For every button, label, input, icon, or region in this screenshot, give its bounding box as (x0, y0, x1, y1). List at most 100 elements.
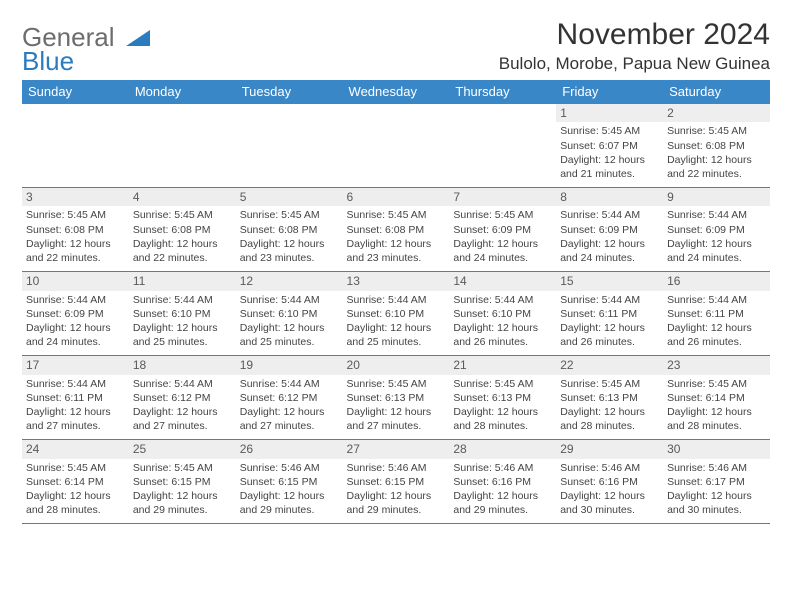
daylight-line: Daylight: 12 hours and 27 minutes. (133, 405, 232, 433)
daylight-line: Daylight: 12 hours and 25 minutes. (133, 321, 232, 349)
calendar-table: Sunday Monday Tuesday Wednesday Thursday… (22, 80, 770, 524)
day-number: 22 (556, 356, 663, 374)
day-cell: 23Sunrise: 5:45 AMSunset: 6:14 PMDayligh… (663, 356, 770, 440)
day-number: 26 (236, 440, 343, 458)
daylight-line: Daylight: 12 hours and 28 minutes. (560, 405, 659, 433)
sunset-line: Sunset: 6:17 PM (667, 475, 766, 489)
day-number: 19 (236, 356, 343, 374)
brand-logo: General Blue (22, 24, 152, 74)
weekday-header: Saturday (663, 80, 770, 104)
week-row: 24Sunrise: 5:45 AMSunset: 6:14 PMDayligh… (22, 440, 770, 524)
daylight-line: Daylight: 12 hours and 22 minutes. (667, 153, 766, 181)
day-cell: 24Sunrise: 5:45 AMSunset: 6:14 PMDayligh… (22, 440, 129, 524)
weekday-header: Wednesday (343, 80, 450, 104)
sunrise-line: Sunrise: 5:44 AM (560, 208, 659, 222)
location-line: Bulolo, Morobe, Papua New Guinea (499, 54, 770, 74)
daylight-line: Daylight: 12 hours and 24 minutes. (453, 237, 552, 265)
day-body: Sunrise: 5:44 AMSunset: 6:09 PMDaylight:… (663, 206, 770, 271)
sunset-line: Sunset: 6:11 PM (667, 307, 766, 321)
day-cell: 5Sunrise: 5:45 AMSunset: 6:08 PMDaylight… (236, 188, 343, 272)
day-number: 27 (343, 440, 450, 458)
day-cell: 2Sunrise: 5:45 AMSunset: 6:08 PMDaylight… (663, 104, 770, 188)
daylight-line: Daylight: 12 hours and 28 minutes. (26, 489, 125, 517)
sunset-line: Sunset: 6:08 PM (133, 223, 232, 237)
day-number: 4 (129, 188, 236, 206)
sunrise-line: Sunrise: 5:45 AM (240, 208, 339, 222)
sunset-line: Sunset: 6:10 PM (347, 307, 446, 321)
day-cell: 7Sunrise: 5:45 AMSunset: 6:09 PMDaylight… (449, 188, 556, 272)
header: General Blue November 2024 Bulolo, Morob… (22, 18, 770, 74)
daylight-line: Daylight: 12 hours and 27 minutes. (240, 405, 339, 433)
sunset-line: Sunset: 6:09 PM (667, 223, 766, 237)
sunset-line: Sunset: 6:09 PM (560, 223, 659, 237)
day-cell: 25Sunrise: 5:45 AMSunset: 6:15 PMDayligh… (129, 440, 236, 524)
sunset-line: Sunset: 6:08 PM (347, 223, 446, 237)
sunset-line: Sunset: 6:13 PM (453, 391, 552, 405)
day-number: 15 (556, 272, 663, 290)
brand-text: General Blue (22, 24, 152, 74)
sunrise-line: Sunrise: 5:44 AM (133, 377, 232, 391)
day-body: Sunrise: 5:44 AMSunset: 6:11 PMDaylight:… (663, 291, 770, 356)
sunrise-line: Sunrise: 5:46 AM (240, 461, 339, 475)
day-number: 1 (556, 104, 663, 122)
day-number: 30 (663, 440, 770, 458)
sunset-line: Sunset: 6:14 PM (26, 475, 125, 489)
sunrise-line: Sunrise: 5:45 AM (26, 208, 125, 222)
day-number: 20 (343, 356, 450, 374)
sunset-line: Sunset: 6:08 PM (26, 223, 125, 237)
sunrise-line: Sunrise: 5:45 AM (347, 208, 446, 222)
day-number: 14 (449, 272, 556, 290)
day-number: 8 (556, 188, 663, 206)
day-body: Sunrise: 5:44 AMSunset: 6:12 PMDaylight:… (236, 375, 343, 440)
weekday-header: Thursday (449, 80, 556, 104)
weekday-header: Tuesday (236, 80, 343, 104)
day-body: Sunrise: 5:46 AMSunset: 6:16 PMDaylight:… (556, 459, 663, 524)
sunrise-line: Sunrise: 5:45 AM (133, 461, 232, 475)
sunrise-line: Sunrise: 5:46 AM (347, 461, 446, 475)
day-cell (343, 104, 450, 188)
sunset-line: Sunset: 6:12 PM (133, 391, 232, 405)
weekday-header: Sunday (22, 80, 129, 104)
daylight-line: Daylight: 12 hours and 27 minutes. (347, 405, 446, 433)
daylight-line: Daylight: 12 hours and 23 minutes. (347, 237, 446, 265)
day-body: Sunrise: 5:45 AMSunset: 6:08 PMDaylight:… (236, 206, 343, 271)
day-number: 21 (449, 356, 556, 374)
week-row: 10Sunrise: 5:44 AMSunset: 6:09 PMDayligh… (22, 272, 770, 356)
day-cell (236, 104, 343, 188)
day-cell: 3Sunrise: 5:45 AMSunset: 6:08 PMDaylight… (22, 188, 129, 272)
sunrise-line: Sunrise: 5:44 AM (133, 293, 232, 307)
sunrise-line: Sunrise: 5:44 AM (667, 293, 766, 307)
daylight-line: Daylight: 12 hours and 25 minutes. (240, 321, 339, 349)
day-body: Sunrise: 5:45 AMSunset: 6:13 PMDaylight:… (556, 375, 663, 440)
month-title: November 2024 (499, 18, 770, 52)
day-cell: 29Sunrise: 5:46 AMSunset: 6:16 PMDayligh… (556, 440, 663, 524)
day-number: 2 (663, 104, 770, 122)
day-cell: 30Sunrise: 5:46 AMSunset: 6:17 PMDayligh… (663, 440, 770, 524)
sunset-line: Sunset: 6:10 PM (240, 307, 339, 321)
sunrise-line: Sunrise: 5:45 AM (560, 377, 659, 391)
daylight-line: Daylight: 12 hours and 21 minutes. (560, 153, 659, 181)
daylight-line: Daylight: 12 hours and 30 minutes. (667, 489, 766, 517)
sunrise-line: Sunrise: 5:44 AM (347, 293, 446, 307)
daylight-line: Daylight: 12 hours and 27 minutes. (26, 405, 125, 433)
weekday-header-row: Sunday Monday Tuesday Wednesday Thursday… (22, 80, 770, 104)
daylight-line: Daylight: 12 hours and 24 minutes. (26, 321, 125, 349)
sunset-line: Sunset: 6:12 PM (240, 391, 339, 405)
day-body: Sunrise: 5:45 AMSunset: 6:13 PMDaylight:… (343, 375, 450, 440)
day-body: Sunrise: 5:46 AMSunset: 6:15 PMDaylight:… (343, 459, 450, 524)
day-cell: 1Sunrise: 5:45 AMSunset: 6:07 PMDaylight… (556, 104, 663, 188)
day-body: Sunrise: 5:45 AMSunset: 6:09 PMDaylight:… (449, 206, 556, 271)
daylight-line: Daylight: 12 hours and 28 minutes. (667, 405, 766, 433)
day-cell: 19Sunrise: 5:44 AMSunset: 6:12 PMDayligh… (236, 356, 343, 440)
day-body: Sunrise: 5:46 AMSunset: 6:15 PMDaylight:… (236, 459, 343, 524)
sunset-line: Sunset: 6:14 PM (667, 391, 766, 405)
day-cell: 12Sunrise: 5:44 AMSunset: 6:10 PMDayligh… (236, 272, 343, 356)
daylight-line: Daylight: 12 hours and 29 minutes. (347, 489, 446, 517)
day-body: Sunrise: 5:45 AMSunset: 6:08 PMDaylight:… (343, 206, 450, 271)
daylight-line: Daylight: 12 hours and 26 minutes. (560, 321, 659, 349)
daylight-line: Daylight: 12 hours and 26 minutes. (453, 321, 552, 349)
daylight-line: Daylight: 12 hours and 29 minutes. (240, 489, 339, 517)
sunset-line: Sunset: 6:09 PM (453, 223, 552, 237)
day-number: 16 (663, 272, 770, 290)
sunrise-line: Sunrise: 5:46 AM (453, 461, 552, 475)
